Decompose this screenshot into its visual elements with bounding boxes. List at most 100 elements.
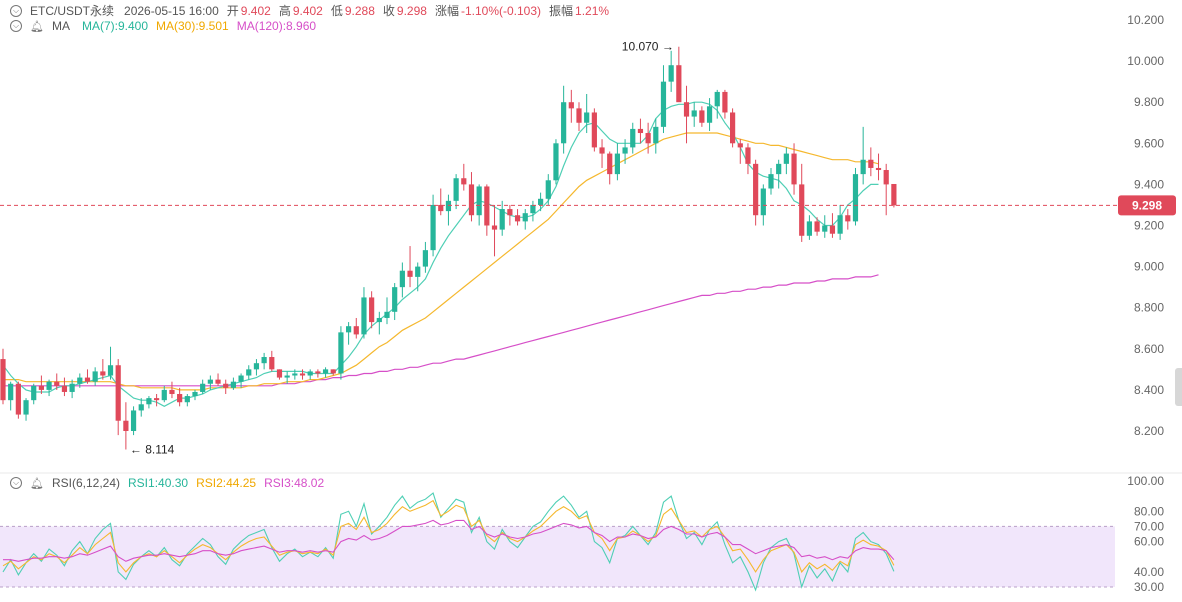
candle-body bbox=[714, 91, 720, 107]
open-label: 开 bbox=[226, 4, 239, 18]
rsi-series-rsi3 bbox=[3, 519, 895, 562]
candle-body bbox=[23, 400, 29, 415]
candle-body bbox=[107, 365, 114, 376]
rsi-tick-label: 70.00 bbox=[1134, 519, 1164, 533]
candle-body bbox=[130, 410, 137, 431]
candle-body bbox=[399, 270, 405, 288]
low-label: 低 bbox=[330, 4, 343, 18]
price-tick-label: 8.200 bbox=[1134, 424, 1164, 438]
candle-body bbox=[668, 65, 674, 82]
rsi3-value: RSI3:48.02 bbox=[264, 476, 325, 490]
price-tick-label: 9.000 bbox=[1134, 260, 1164, 274]
candle-body bbox=[338, 332, 344, 374]
candle-body bbox=[261, 357, 267, 364]
open-value: 9.402 bbox=[240, 3, 271, 18]
rsi2-value: RSI2:44.25 bbox=[196, 476, 257, 490]
candle-body bbox=[46, 381, 52, 390]
ma120-value: MA(120):8.960 bbox=[236, 19, 317, 33]
candle-body bbox=[584, 112, 590, 123]
candle-body bbox=[169, 389, 175, 395]
candle-body bbox=[223, 383, 229, 388]
candle-body bbox=[845, 215, 851, 222]
price-axis[interactable]: 10.200 10.000 9.800 9.600 9.400 9.200 9.000 8.8… bbox=[1127, 13, 1164, 438]
price-tick-label: 8.600 bbox=[1134, 342, 1164, 356]
rsi-indicator-name[interactable]: RSI(6,12,24) bbox=[51, 476, 121, 490]
candle-body bbox=[660, 81, 667, 127]
amp-label: 振幅 bbox=[549, 4, 574, 18]
candle-body bbox=[215, 379, 221, 384]
collapse-chevron-icon[interactable]: ⌵ bbox=[10, 20, 22, 32]
candle-body bbox=[730, 112, 736, 144]
candle-body bbox=[461, 178, 467, 185]
ohlc-header: ⌵ ETC/USDT永续 2026-05-15 16:00 开 9.402 高 … bbox=[10, 2, 617, 19]
candle-body bbox=[445, 200, 452, 212]
price-tick-label: 8.400 bbox=[1134, 383, 1164, 397]
candle-body bbox=[299, 373, 306, 376]
ma120-line bbox=[3, 274, 879, 387]
rsi-tick-label: 100.00 bbox=[1127, 474, 1164, 488]
price-tick-label: 9.800 bbox=[1134, 95, 1164, 109]
candle-body bbox=[875, 167, 882, 171]
candle-body bbox=[269, 357, 275, 370]
markers: 10.070 → ← 8.114 9.298 bbox=[0, 40, 1176, 456]
candle-body bbox=[645, 133, 651, 144]
candle-body bbox=[476, 186, 482, 216]
candle-body bbox=[184, 396, 190, 403]
candle-body bbox=[422, 250, 428, 267]
rsi-tick-label: 80.00 bbox=[1134, 504, 1164, 518]
close-value: 9.298 bbox=[396, 3, 427, 18]
panel-resize-handle[interactable] bbox=[1175, 368, 1182, 406]
candle-body bbox=[346, 326, 352, 333]
candle-body bbox=[591, 112, 597, 148]
candle-body bbox=[783, 153, 789, 164]
amp-value: 1.21% bbox=[575, 3, 610, 18]
rsi-tick-label: 60.00 bbox=[1134, 535, 1164, 549]
candle-body bbox=[776, 163, 782, 175]
candle-body bbox=[622, 147, 628, 154]
candle-body bbox=[284, 375, 290, 378]
candle-body bbox=[891, 183, 897, 206]
candle-body bbox=[154, 398, 160, 401]
bell-icon[interactable]: 🔔︎ bbox=[30, 477, 44, 490]
candle-body bbox=[491, 225, 498, 230]
candle-body bbox=[407, 270, 413, 277]
candle-body bbox=[799, 184, 805, 236]
last-price-badge bbox=[1118, 195, 1176, 216]
candle-body bbox=[722, 91, 728, 113]
candle-body bbox=[614, 153, 620, 175]
candle-body bbox=[200, 383, 206, 392]
ma-indicator-name[interactable]: MA bbox=[51, 19, 70, 33]
rsi-legend: ⌵ 🔔︎ RSI(6,12,24) RSI1:40.30 RSI2:44.25 … bbox=[10, 476, 332, 490]
candle-body bbox=[768, 174, 774, 189]
change-value: -1.10%(-0.103) bbox=[460, 3, 542, 18]
candle-body bbox=[499, 209, 505, 230]
candle-body bbox=[814, 221, 820, 232]
candle-body bbox=[192, 391, 198, 397]
rsi-series-rsi1 bbox=[2, 492, 895, 592]
candle-body bbox=[753, 163, 759, 216]
candle-body bbox=[653, 126, 659, 144]
candle-body bbox=[507, 209, 513, 216]
candle-body bbox=[246, 369, 252, 376]
rsi-band bbox=[0, 526, 1115, 587]
candle-body bbox=[84, 377, 91, 382]
low-value: 9.288 bbox=[344, 3, 375, 18]
collapse-chevron-icon[interactable]: ⌵ bbox=[10, 477, 22, 489]
candle-body bbox=[706, 106, 713, 123]
datetime-label: 2026-05-15 16:00 bbox=[124, 3, 219, 18]
candle-body bbox=[568, 102, 574, 109]
candle-body bbox=[115, 365, 121, 421]
low-marker-label: ← 8.114 bbox=[130, 442, 175, 456]
candle-body bbox=[438, 204, 444, 212]
collapse-chevron-icon[interactable]: ⌵ bbox=[10, 4, 22, 17]
candle-body bbox=[538, 198, 544, 205]
candle-body bbox=[829, 225, 836, 234]
candle-body bbox=[238, 375, 244, 382]
candle-body bbox=[0, 359, 6, 401]
candle-body bbox=[415, 266, 421, 277]
candle-body bbox=[230, 381, 236, 388]
ma30-value: MA(30):9.501 bbox=[156, 19, 229, 33]
bell-icon[interactable]: 🔔︎ bbox=[30, 20, 44, 33]
